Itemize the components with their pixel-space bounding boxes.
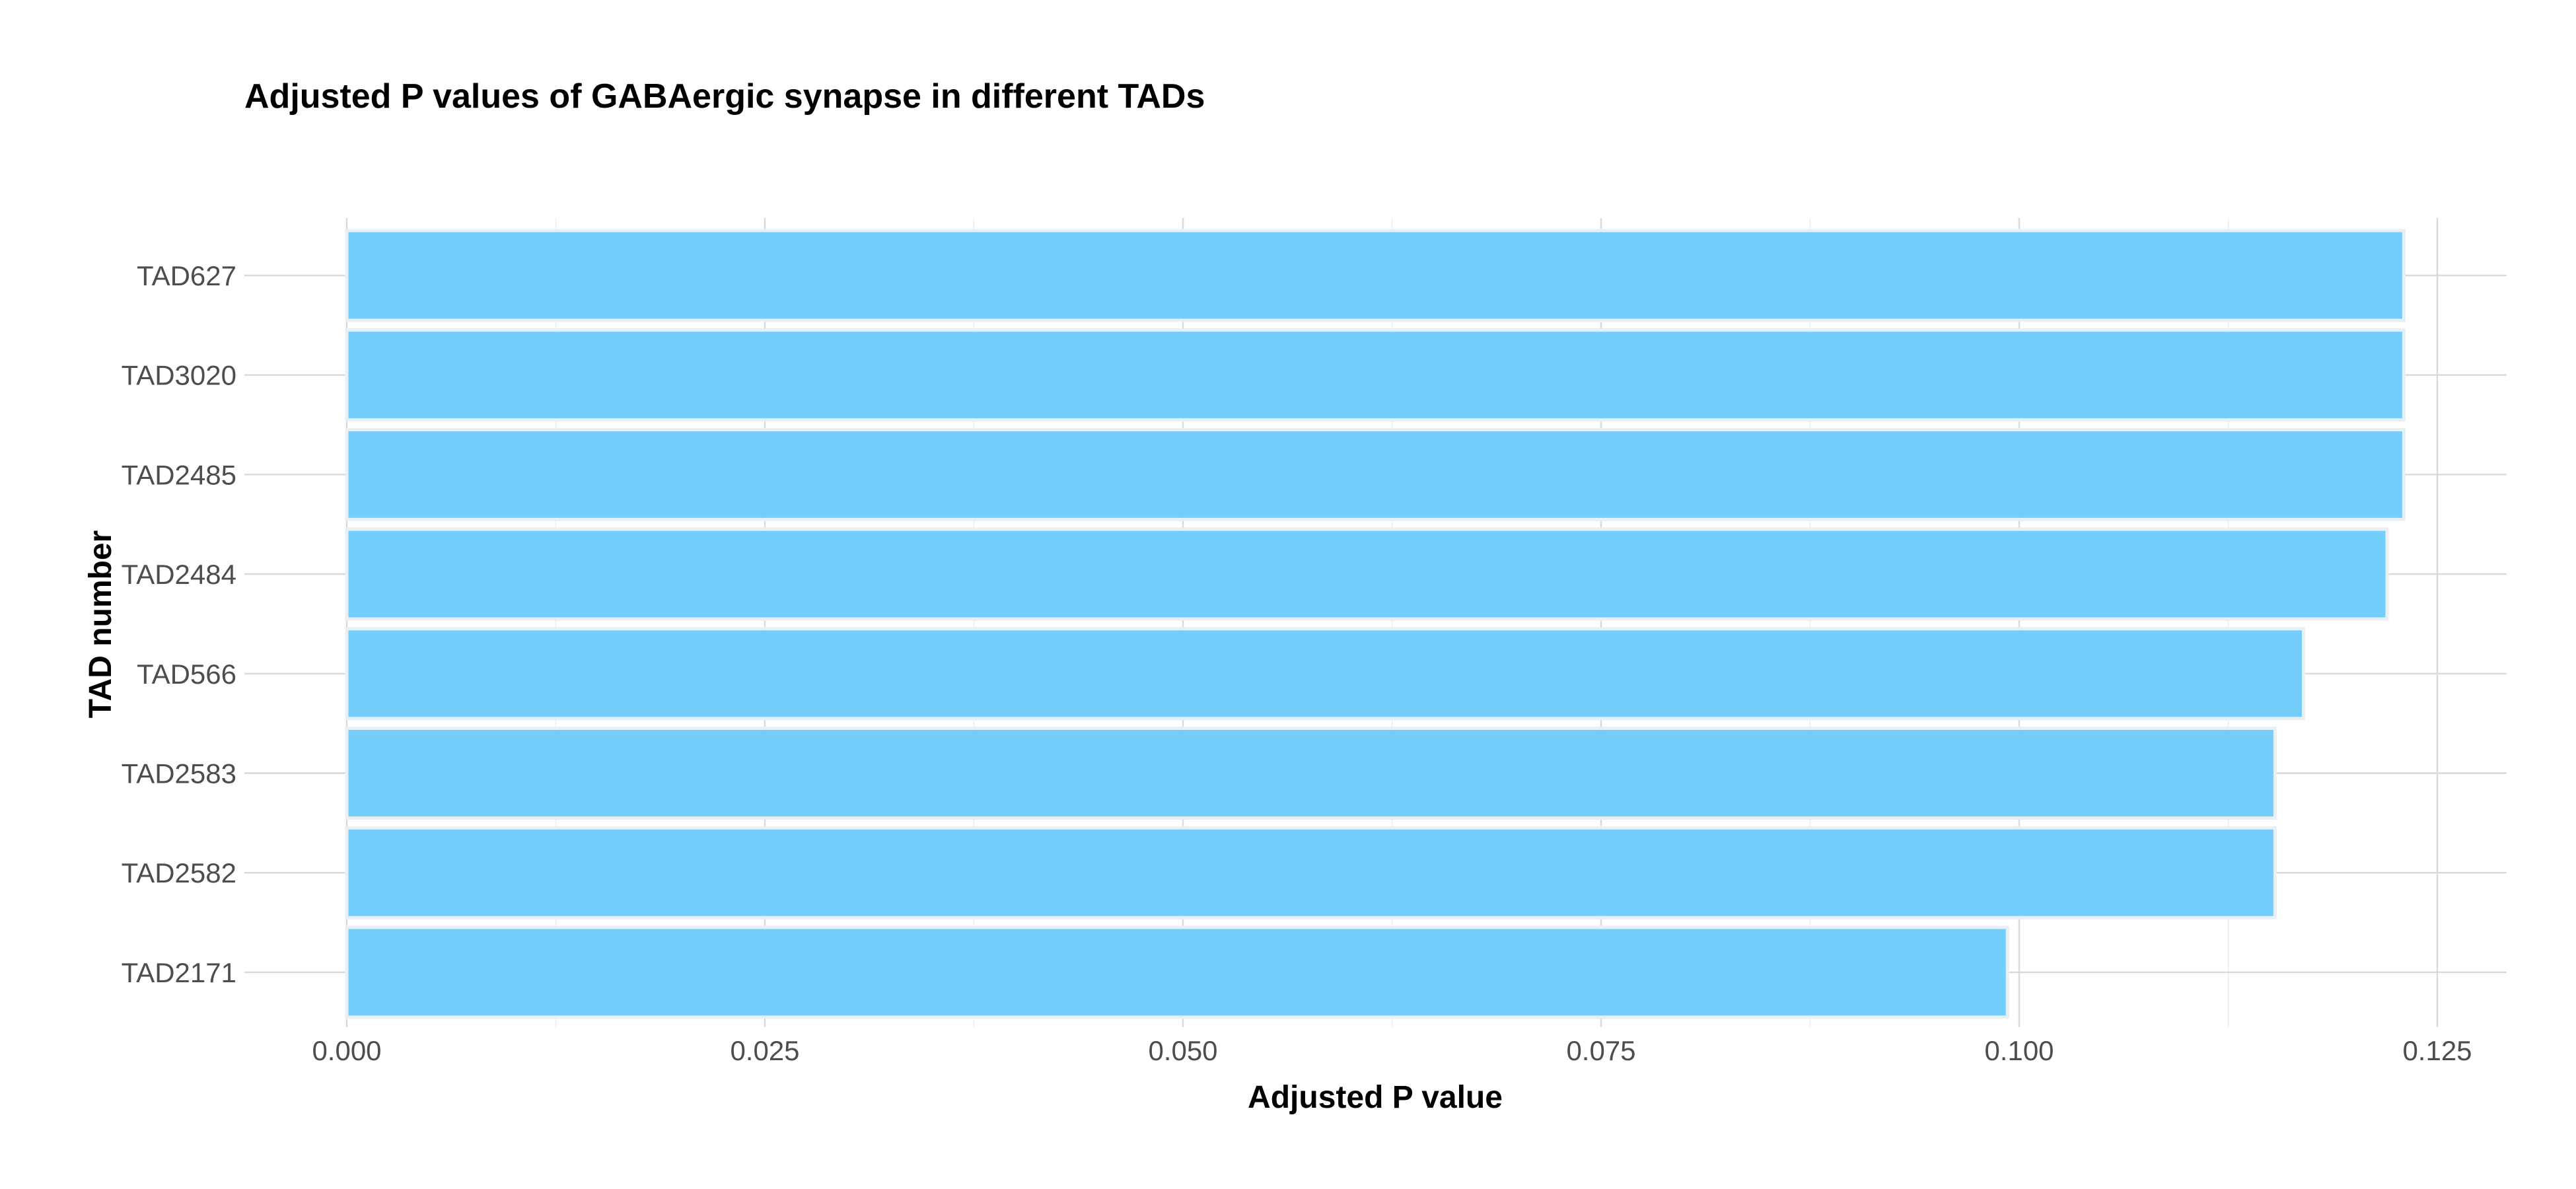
y-tick-label: TAD3020: [122, 360, 236, 391]
bar-tad2582: [345, 826, 2277, 919]
bar-tad2171: [345, 925, 2009, 1019]
bar-tad566: [345, 627, 2305, 721]
bars: [345, 229, 2406, 1019]
bar-tad3020: [345, 328, 2406, 422]
bar-tad2485: [345, 427, 2406, 521]
y-axis-tick-labels: TAD627 TAD3020 TAD2485 TAD2484 TAD566 TAD2583…: [122, 260, 236, 988]
y-tick-label: TAD2485: [122, 459, 236, 490]
y-axis-title: TAD number: [83, 530, 118, 718]
y-tick-label: TAD2171: [122, 957, 236, 988]
x-tick-label: 0.075: [1566, 1035, 1635, 1066]
y-tick-label: TAD566: [137, 659, 236, 690]
bar-tad2583: [345, 727, 2277, 820]
x-tick-label: 0.000: [312, 1035, 381, 1066]
x-tick-label: 0.100: [1984, 1035, 2054, 1066]
y-tick-label: TAD627: [137, 260, 236, 291]
y-tick-label: TAD2583: [122, 758, 236, 789]
bar-tad627: [345, 229, 2406, 322]
x-axis-tick-labels: 0.000 0.025 0.050 0.075 0.100 0.125: [312, 1035, 2472, 1066]
x-tick-label: 0.125: [2402, 1035, 2472, 1066]
chart-title: Adjusted P values of GABAergic synapse i…: [244, 77, 1205, 116]
x-tick-label: 0.050: [1148, 1035, 1217, 1066]
x-tick-label: 0.025: [730, 1035, 799, 1066]
bar-tad2484: [345, 527, 2389, 621]
x-axis-title: Adjusted P value: [1248, 1080, 1503, 1115]
y-tick-label: TAD2582: [122, 857, 236, 888]
y-tick-label: TAD2484: [122, 559, 236, 590]
